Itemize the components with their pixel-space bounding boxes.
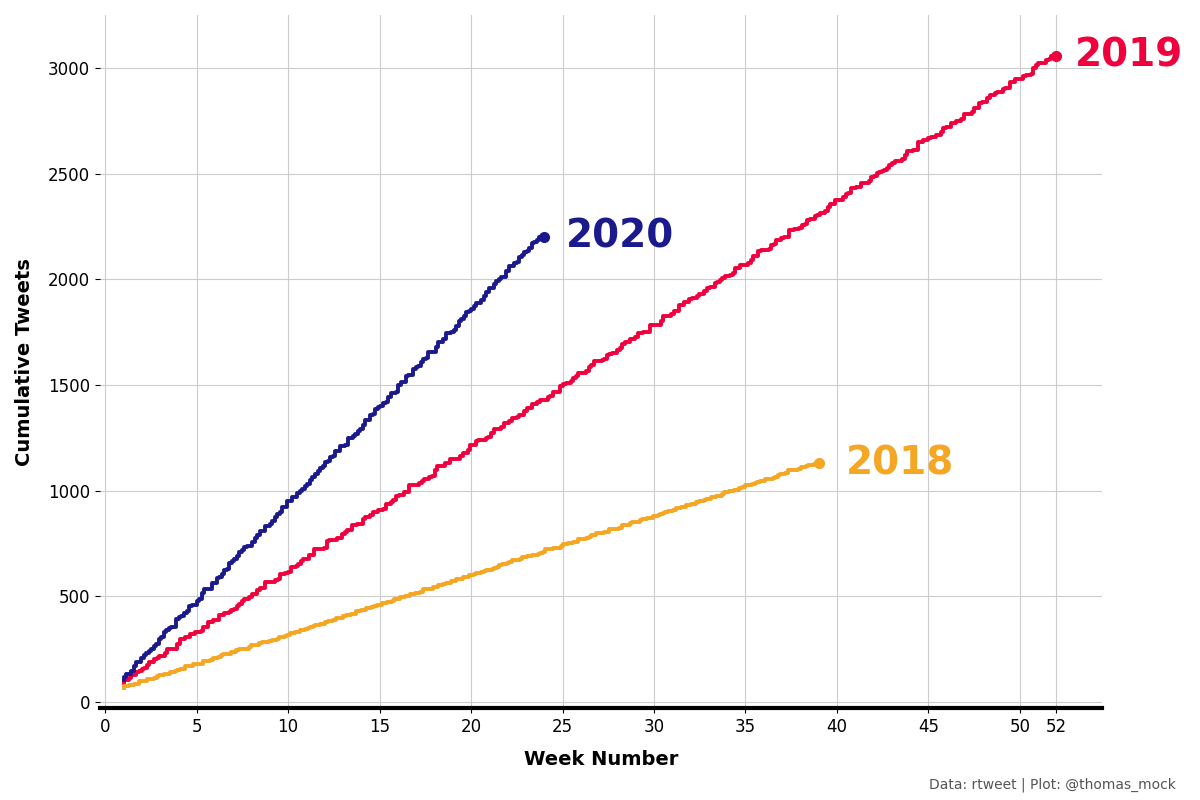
Text: Data: rtweet | Plot: @thomas_mock: Data: rtweet | Plot: @thomas_mock [929,778,1176,792]
X-axis label: Week Number: Week Number [523,750,678,769]
Text: 2018: 2018 [846,444,954,482]
Text: 2019: 2019 [1075,37,1183,75]
Text: 2020: 2020 [566,218,674,256]
Y-axis label: Cumulative Tweets: Cumulative Tweets [14,258,34,466]
